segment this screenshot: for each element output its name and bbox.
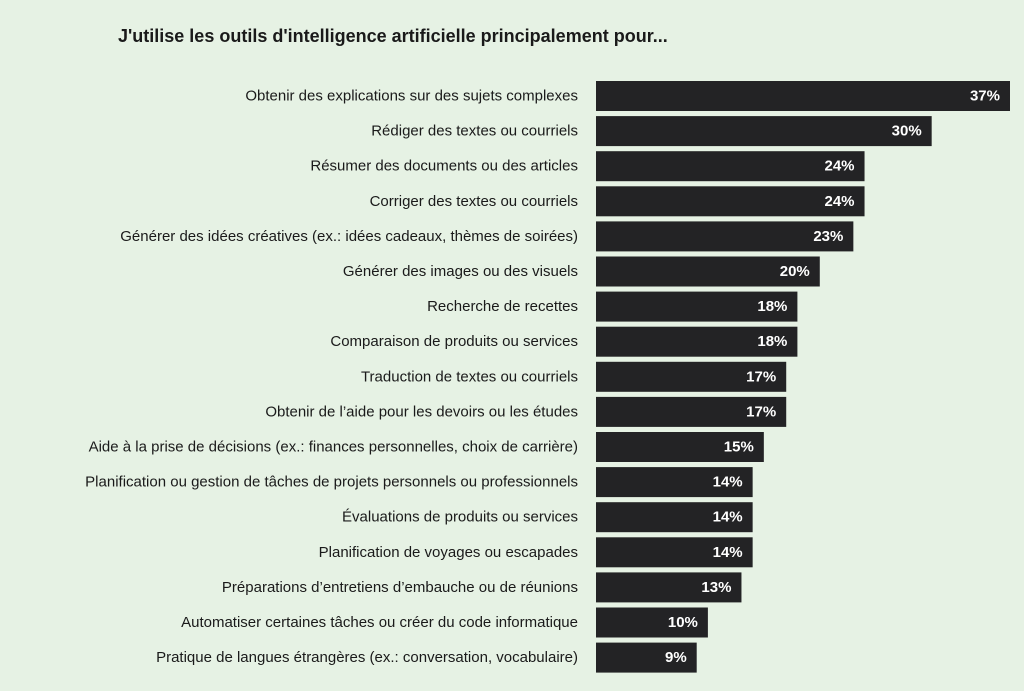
bar-value-label: 24% bbox=[825, 193, 855, 210]
bar bbox=[596, 432, 764, 462]
category-label: Planification de voyages ou escapades bbox=[319, 544, 578, 561]
category-label: Comparaison de produits ou services bbox=[330, 333, 578, 350]
category-label: Planification ou gestion de tâches de pr… bbox=[85, 474, 578, 491]
bar bbox=[596, 221, 854, 252]
bar bbox=[596, 151, 865, 182]
bar-value-label: 18% bbox=[757, 298, 787, 315]
category-label: Aide à la prise de décisions (ex.: finan… bbox=[89, 439, 578, 456]
bar-value-label: 17% bbox=[746, 368, 776, 385]
bar bbox=[596, 467, 753, 498]
category-label: Pratique de langues étrangères (ex.: con… bbox=[156, 649, 578, 666]
bar-value-label: 23% bbox=[813, 228, 843, 245]
category-label: Générer des idées créatives (ex.: idées … bbox=[120, 228, 578, 245]
bar-value-label: 18% bbox=[757, 333, 787, 350]
bar-value-label: 14% bbox=[713, 474, 743, 491]
bar bbox=[596, 326, 798, 357]
bar-value-label: 10% bbox=[668, 614, 698, 631]
bar-value-label: 15% bbox=[724, 439, 754, 456]
bar bbox=[596, 642, 697, 673]
bar bbox=[596, 607, 708, 638]
category-label: Rédiger des textes ou courriels bbox=[371, 123, 578, 140]
bar-value-label: 9% bbox=[665, 649, 687, 666]
category-label: Générer des images ou des visuels bbox=[343, 263, 578, 280]
category-label: Obtenir de l’aide pour les devoirs ou le… bbox=[265, 403, 578, 420]
bar bbox=[596, 116, 932, 147]
bar-value-label: 24% bbox=[825, 158, 855, 175]
bar bbox=[596, 572, 742, 603]
bar-value-label: 14% bbox=[713, 509, 743, 526]
bar bbox=[596, 186, 865, 217]
category-label: Automatiser certaines tâches ou créer du… bbox=[181, 614, 578, 631]
bar bbox=[596, 81, 1010, 111]
category-label: Préparations d’entretiens d’embauche ou … bbox=[222, 579, 578, 596]
bar bbox=[596, 361, 787, 392]
category-label: Traduction de textes ou courriels bbox=[361, 368, 578, 385]
bar-value-label: 17% bbox=[746, 403, 776, 420]
category-label: Corriger des textes ou courriels bbox=[370, 193, 578, 210]
bar-value-label: 20% bbox=[780, 263, 810, 280]
bar-value-label: 30% bbox=[892, 123, 922, 140]
category-label: Obtenir des explications sur des sujets … bbox=[245, 88, 578, 105]
category-label: Évaluations de produits ou services bbox=[342, 509, 578, 526]
bar bbox=[596, 537, 753, 568]
bar bbox=[596, 291, 798, 322]
chart-title: J'utilise les outils d'intelligence arti… bbox=[118, 26, 668, 46]
bar bbox=[596, 256, 820, 287]
bar-value-label: 14% bbox=[713, 544, 743, 561]
bar bbox=[596, 396, 787, 427]
bar-value-label: 37% bbox=[970, 88, 1000, 105]
category-label: Recherche de recettes bbox=[427, 298, 578, 315]
bar-value-label: 13% bbox=[701, 579, 731, 596]
bar bbox=[596, 502, 753, 533]
category-label: Résumer des documents ou des articles bbox=[310, 158, 578, 175]
